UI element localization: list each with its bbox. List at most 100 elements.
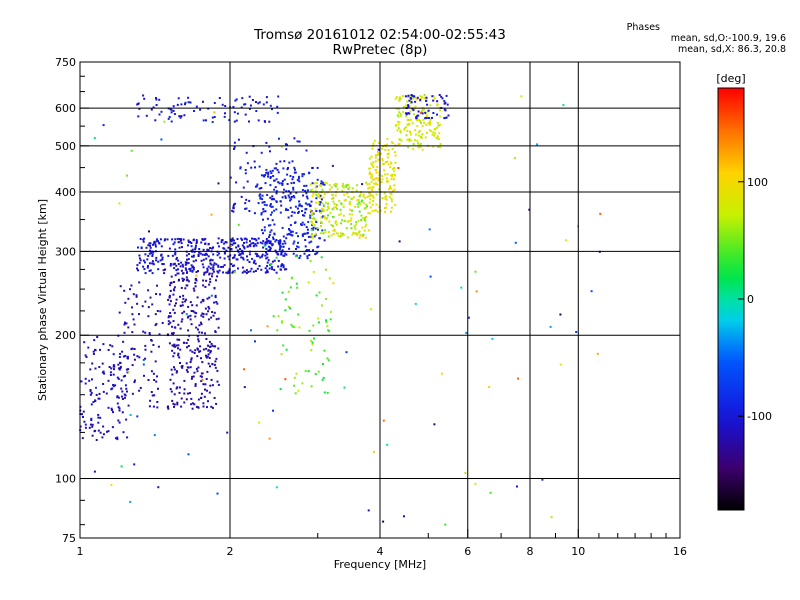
data-point [301,221,304,224]
data-point [251,99,254,101]
data-point [327,359,330,362]
data-point [316,166,319,169]
data-point [197,340,200,343]
data-point [147,289,150,292]
data-point [398,99,401,102]
data-point [295,232,298,235]
data-point [226,431,229,434]
data-point [203,395,206,398]
data-point [277,240,280,242]
data-point [371,210,374,213]
data-point [190,357,193,360]
data-point [311,233,313,235]
data-point [205,347,208,350]
data-point [206,389,208,392]
data-point [407,112,410,115]
data-point [259,256,262,259]
data-point [358,236,361,239]
data-point [232,205,235,208]
data-point [282,167,285,170]
data-point [202,402,205,405]
data-point [208,345,211,348]
data-point [92,350,95,353]
data-point [277,315,280,318]
data-point [412,109,415,112]
data-point [308,254,311,256]
data-point [184,103,186,106]
data-point [183,401,186,404]
data-point [217,347,220,350]
data-point [260,229,263,232]
data-point [262,232,264,235]
data-point [181,365,184,367]
data-point [175,371,178,374]
data-point [270,266,273,269]
data-point [285,253,288,256]
data-point [370,162,373,165]
data-point [307,220,310,223]
data-point [321,229,324,232]
data-point [273,223,276,226]
data-point [312,212,315,215]
data-point [202,383,205,386]
data-point [191,304,194,307]
data-point [383,169,386,172]
data-point [288,196,291,199]
data-point [381,174,384,177]
data-point [150,108,153,111]
data-point [171,325,174,328]
data-point [215,301,218,303]
data-point [167,405,169,408]
data-point [88,379,91,382]
data-point [359,203,362,206]
data-point [246,162,249,165]
data-point [383,192,386,195]
data-point [399,129,402,132]
data-point [262,103,265,106]
data-point [182,294,185,297]
data-point [294,168,296,171]
data-point [269,249,272,251]
y-tick-label: 500 [55,140,76,153]
data-point [109,344,112,347]
data-point [326,325,329,328]
data-point [422,108,425,111]
data-point [421,133,424,136]
data-point [292,252,295,255]
data-point [199,375,202,378]
data-point [130,284,133,287]
data-point [596,352,599,355]
data-point [297,246,300,249]
data-point [290,198,293,201]
data-point [134,379,136,382]
data-point [207,310,210,313]
data-point [351,213,354,216]
data-point [231,271,234,274]
data-point [336,207,338,210]
data-point [274,167,277,170]
data-point [190,403,193,406]
data-point [210,405,213,408]
data-point [197,348,199,351]
data-point [372,142,375,145]
data-point [173,304,176,307]
data-point [325,319,328,322]
data-point [253,160,256,163]
data-point [294,205,297,208]
data-point [83,341,86,344]
data-point [399,138,401,141]
data-point [158,113,161,116]
data-point [207,344,209,347]
data-point [327,329,330,332]
data-point [280,251,283,254]
data-point [345,351,348,354]
data-point [119,365,122,368]
data-point [163,239,166,242]
data-point [258,194,261,197]
data-point [130,149,133,152]
data-point [273,232,276,235]
data-point [130,348,133,351]
data-point [311,220,314,223]
data-point [233,146,236,149]
data-point [298,140,301,143]
